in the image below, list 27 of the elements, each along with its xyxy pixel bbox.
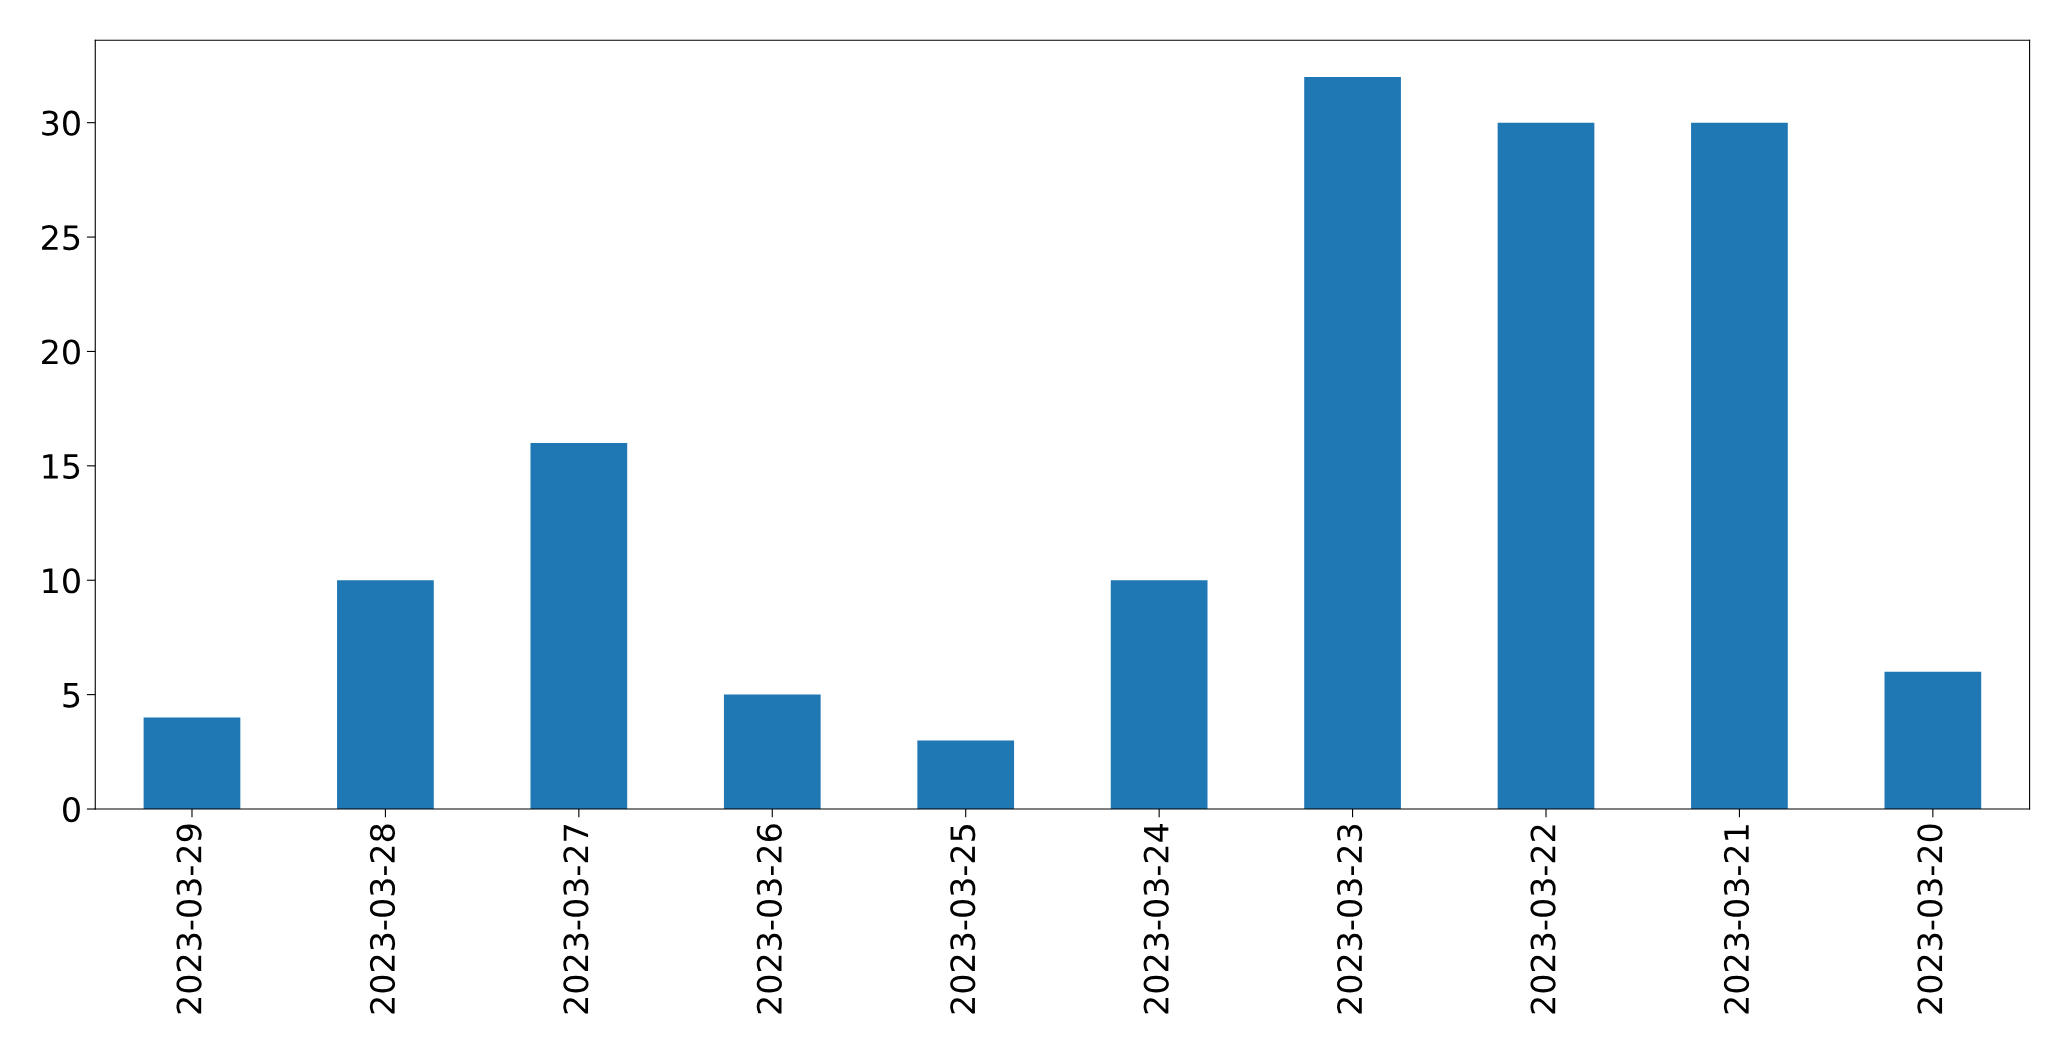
y-tick-label: 30 [42, 110, 80, 136]
bar [917, 740, 1015, 810]
x-tick-label: 2023-03-26 [756, 824, 782, 1014]
x-tick-label: 2023-03-21 [1723, 825, 1750, 1014]
bar [1110, 580, 1208, 810]
bar [1304, 76, 1401, 810]
bar [337, 580, 434, 810]
x-tick-label: 2023-03-27 [563, 825, 589, 1014]
bar [143, 717, 241, 810]
x-tick-label: 2023-03-29 [176, 824, 202, 1014]
y-tick-label: 5 [63, 682, 80, 708]
x-tick-label: 2023-03-24 [1143, 824, 1169, 1014]
x-tick-label: 2023-03-23 [1337, 824, 1363, 1014]
bar [1497, 122, 1595, 810]
bar [530, 442, 628, 810]
bar [1884, 671, 1982, 810]
y-tick-label: 0 [63, 796, 80, 823]
y-tick-label: 15 [43, 454, 80, 479]
bar [1691, 122, 1788, 810]
x-tick-label: 2023-03-25 [950, 825, 976, 1014]
y-tick-label: 10 [43, 568, 80, 594]
bar [723, 694, 821, 810]
x-tick-label: 2023-03-28 [369, 824, 396, 1014]
y-tick-label: 25 [42, 224, 80, 251]
x-tick-label: 2023-03-20 [1917, 824, 1943, 1014]
x-tick-label: 2023-03-22 [1530, 825, 1556, 1014]
y-tick-label: 20 [42, 339, 80, 365]
